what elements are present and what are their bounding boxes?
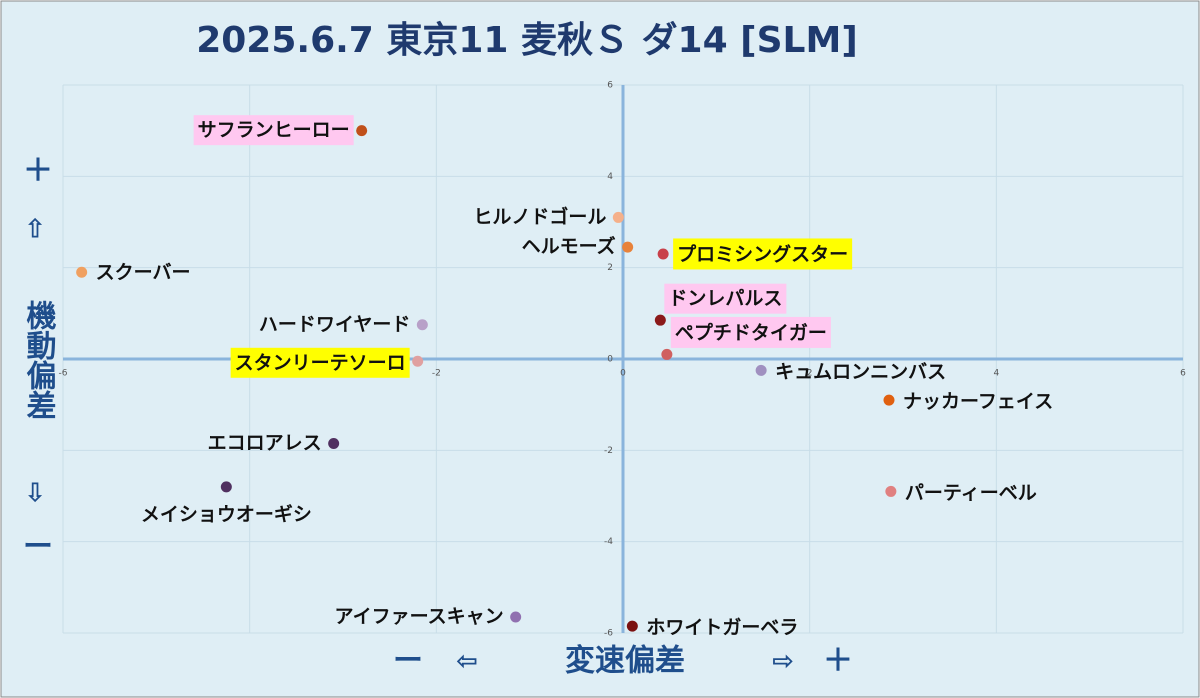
- x-right-arrow: ⇨: [772, 647, 794, 677]
- y-tick-label: 6: [607, 81, 613, 91]
- point-label: パーティーベル: [905, 482, 1037, 504]
- point: [883, 394, 895, 406]
- y-tick-label: 0: [607, 355, 613, 365]
- y-tick-label: -2: [604, 446, 613, 456]
- point-label: ナッカーフェイス: [903, 391, 1053, 413]
- point: [622, 241, 634, 253]
- x-tick-label: 6: [1180, 369, 1186, 379]
- label-highlight: [673, 238, 853, 270]
- point: [412, 355, 424, 367]
- y-up-arrow: ⇧: [24, 215, 46, 245]
- point-label: スクーバー: [96, 262, 191, 284]
- point-label: プロミシングスター: [677, 242, 848, 265]
- point: [328, 437, 340, 449]
- y-tick-label: 4: [607, 172, 613, 182]
- point-label: サフランヒーロー: [198, 119, 350, 141]
- point: [885, 485, 897, 497]
- y-tick-label: -6: [604, 629, 613, 639]
- point-label: キュムロンニンバス: [775, 361, 946, 383]
- point-label: スタンリーテソーロ: [235, 352, 406, 374]
- point-label: メイショウオーギシ: [141, 503, 312, 525]
- point: [416, 319, 428, 331]
- point: [661, 348, 673, 360]
- x-tick-label: 2: [807, 369, 813, 379]
- label-highlight: [670, 316, 831, 348]
- x-tick-label: -2: [432, 369, 441, 379]
- label-highlight: [193, 115, 354, 146]
- point: [657, 248, 669, 260]
- point: [755, 364, 767, 376]
- y-plus: ＋: [23, 154, 53, 189]
- point: [220, 481, 232, 493]
- x-tick-label: 0: [620, 369, 626, 379]
- y-minus: ー: [23, 530, 53, 565]
- point: [356, 125, 368, 137]
- y-down-arrow: ⇩: [24, 479, 46, 509]
- point-label: ハードワイヤード: [259, 313, 410, 335]
- point-label: アイファースキャン: [335, 606, 504, 628]
- point-label: ヘルモーズ: [522, 235, 616, 258]
- point: [626, 620, 638, 632]
- y-tick-label: -4: [604, 537, 613, 547]
- label-highlight: [230, 347, 410, 378]
- chart-title: 2025.6.7 東京11 麦秋Ｓ ダ14 [SLM]: [196, 19, 858, 61]
- point: [76, 266, 88, 278]
- point-label: ペプチドタイガー: [675, 321, 827, 344]
- y-tick-label: 2: [607, 263, 613, 273]
- x-tick-label: 4: [993, 369, 999, 379]
- point: [612, 211, 624, 223]
- label-highlight: [664, 283, 787, 314]
- point-label: ホワイトガーベラ: [646, 617, 798, 639]
- point: [510, 611, 522, 623]
- point-label: ドンレパルス: [668, 288, 782, 310]
- point: [654, 314, 666, 326]
- point-label: ヒルノドゴール: [473, 205, 606, 228]
- x-left-arrow: ⇦: [456, 647, 478, 677]
- x-plus: ＋: [823, 644, 853, 679]
- point-label: エコロアレス: [208, 432, 322, 454]
- y-axis-label: 機動偏差: [21, 300, 57, 420]
- x-axis-label: 変速偏差: [565, 644, 685, 679]
- x-minus: ー: [393, 644, 423, 679]
- x-tick-label: -6: [59, 369, 68, 379]
